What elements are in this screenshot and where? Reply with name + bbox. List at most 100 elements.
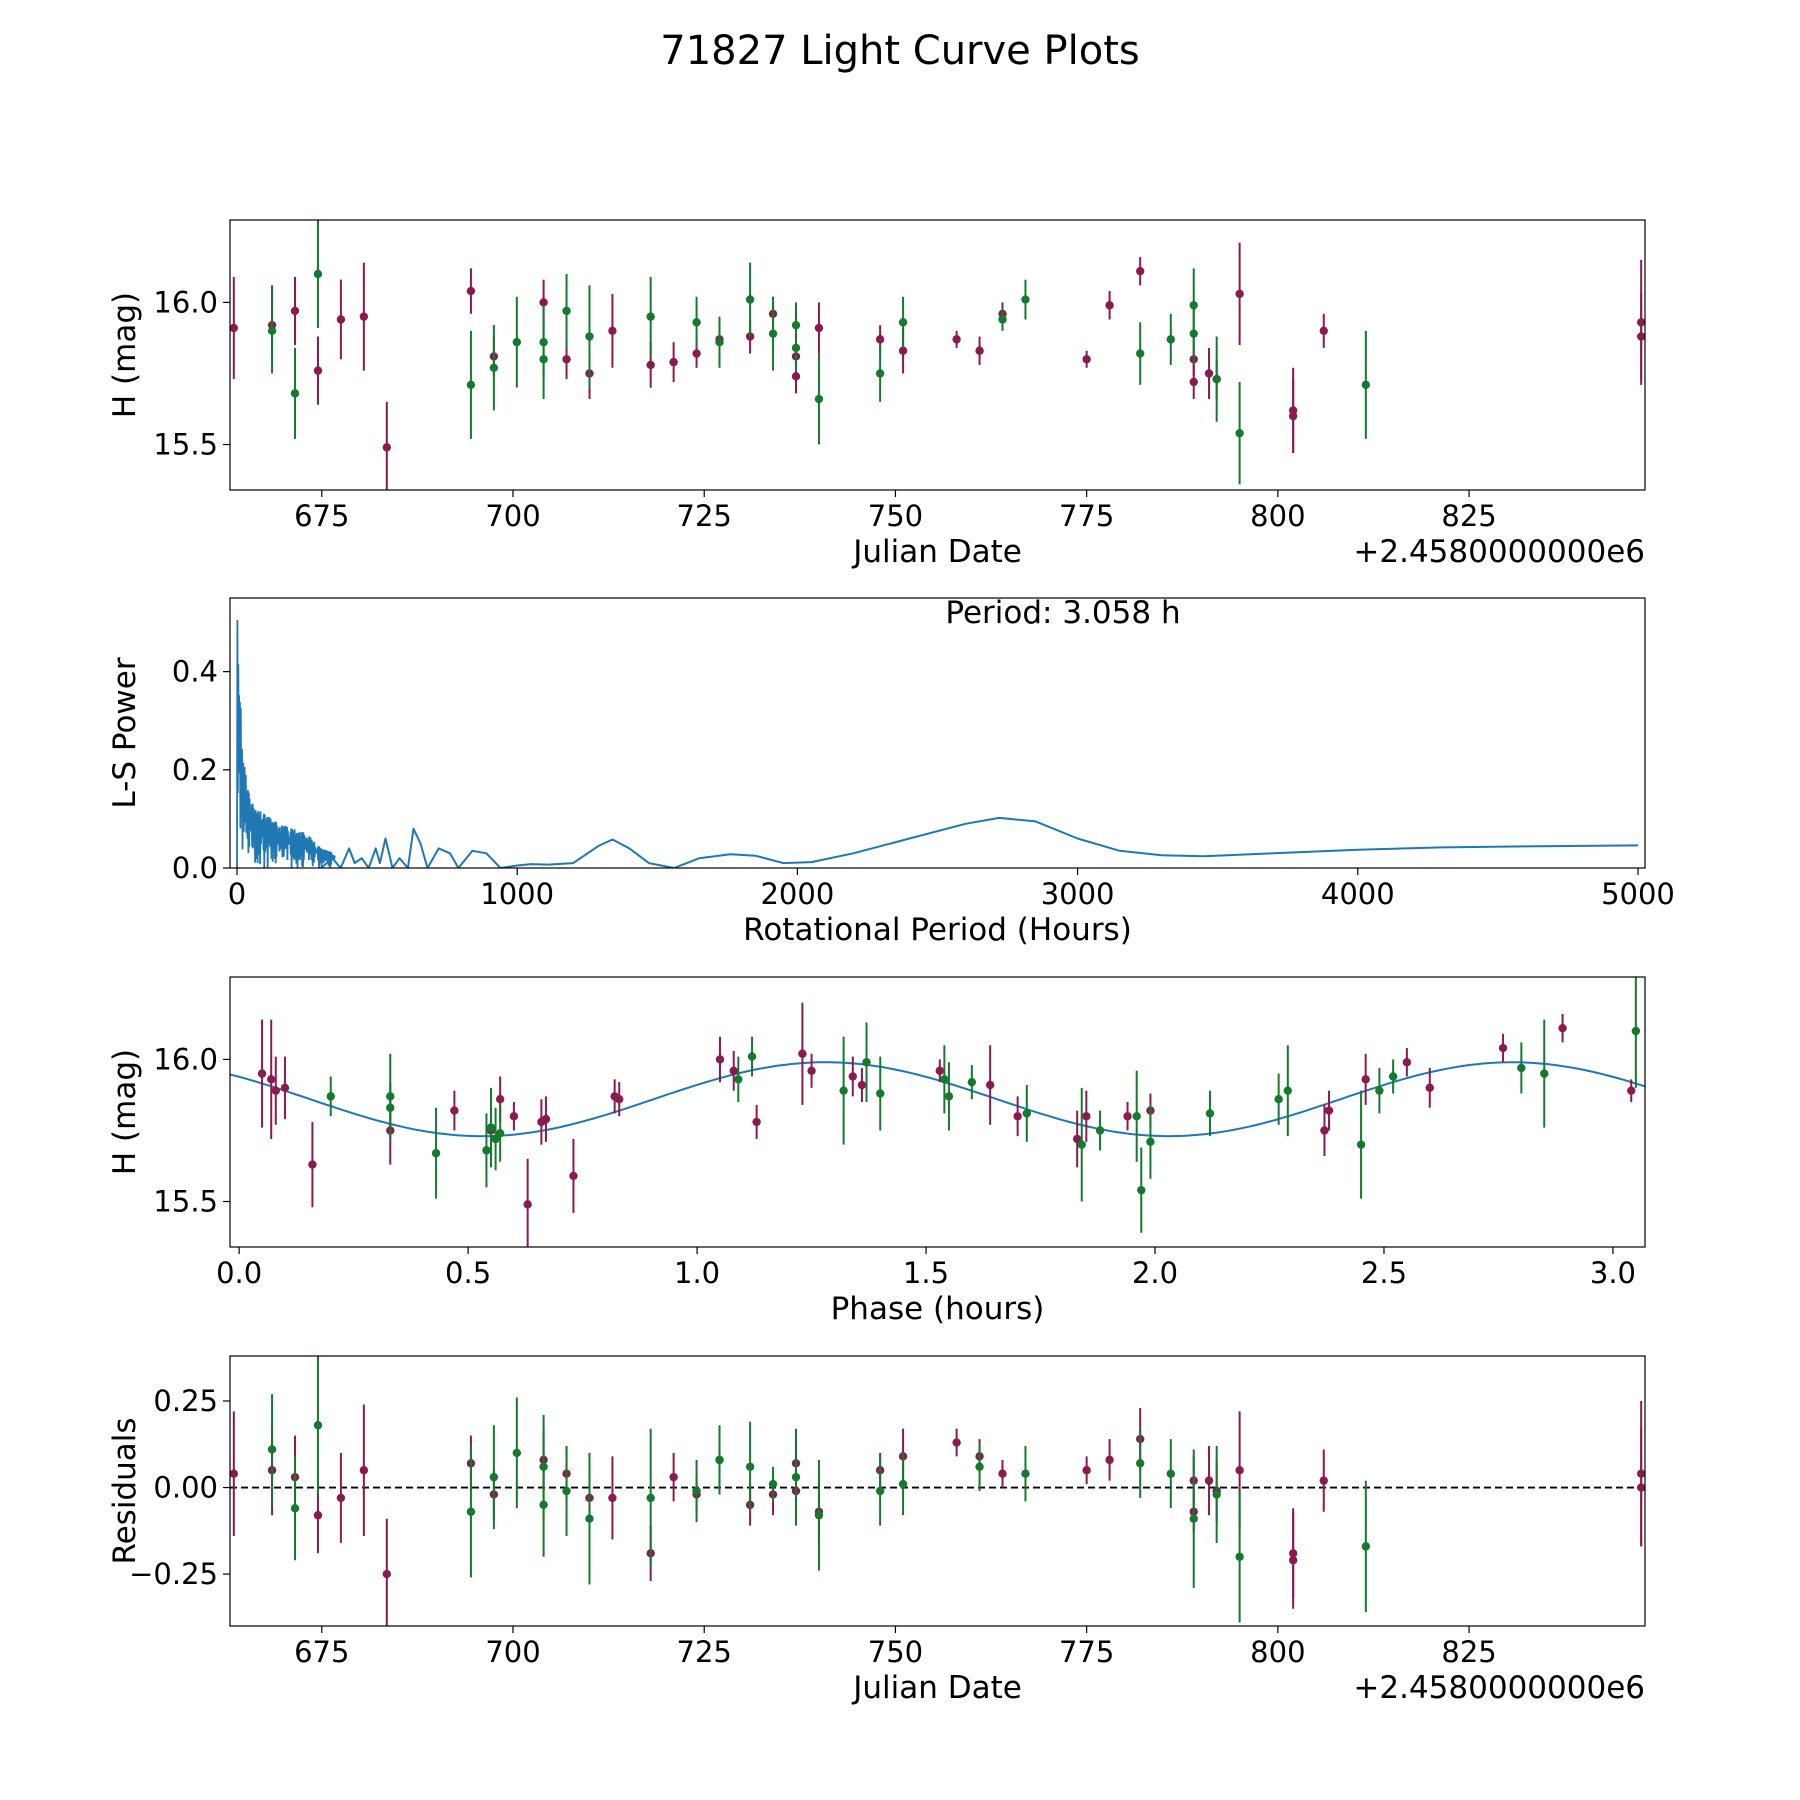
data-point <box>326 1092 335 1101</box>
x-tick-label: 775 <box>1059 1635 1114 1669</box>
data-point <box>1137 1185 1146 1195</box>
data-point <box>230 323 239 333</box>
data-point <box>692 1486 701 1496</box>
plot-area <box>230 220 1645 490</box>
data-point <box>1402 1058 1412 1067</box>
x-axis-label: Julian Date <box>851 1670 1022 1706</box>
data-point <box>431 1149 441 1158</box>
x-tick-label: 0 <box>228 877 246 911</box>
residuals-panel: 675 700 725 750 775 800 825 0.25 0.00 −0.25 Julian… <box>107 1355 1646 1706</box>
data-point <box>745 295 755 304</box>
data-point <box>814 1511 824 1520</box>
y-tick-label: 0.4 <box>172 655 218 689</box>
data-point <box>791 320 801 330</box>
x-tick-label: 775 <box>1059 499 1114 533</box>
data-point <box>1636 318 1645 327</box>
data-point <box>267 326 277 336</box>
data-point <box>1375 1086 1384 1095</box>
data-point <box>267 1075 276 1084</box>
data-point <box>798 1049 807 1058</box>
data-point <box>608 1493 617 1503</box>
data-point <box>359 1466 369 1475</box>
data-point <box>1540 1069 1549 1078</box>
power-spectrum-line <box>320 816 1639 868</box>
data-point <box>1319 326 1328 336</box>
data-point <box>512 338 522 347</box>
data-point <box>1212 1490 1221 1499</box>
y-tick-label: 16.0 <box>153 1042 218 1076</box>
data-point <box>523 1200 532 1209</box>
x-tick-label: 5000 <box>1601 877 1675 911</box>
data-point <box>975 1462 984 1471</box>
data-point <box>489 1472 499 1482</box>
data-point <box>1105 1455 1114 1465</box>
data-point <box>1082 355 1091 364</box>
data-point <box>336 315 346 324</box>
data-point <box>944 1092 954 1101</box>
data-point <box>715 338 724 347</box>
y-axis-label: H (mag) <box>107 292 143 418</box>
y-tick-label: −0.25 <box>129 1557 218 1591</box>
y-axis-label: L-S Power <box>107 657 143 808</box>
data-point <box>495 1095 505 1104</box>
x-tick-label: 3.0 <box>1590 1256 1636 1290</box>
x-tick-label: 3000 <box>1041 877 1115 911</box>
data-point <box>669 1472 678 1482</box>
data-point <box>512 1448 522 1458</box>
data-point <box>745 1462 755 1471</box>
lightcurve-panel: 675 700 725 750 775 800 825 15.5 16.0 Julian Date… <box>107 219 1646 570</box>
data-point <box>1631 1026 1641 1036</box>
data-point <box>1082 1466 1091 1475</box>
y-tick-label: 0.00 <box>153 1471 218 1505</box>
data-point <box>1627 1086 1636 1095</box>
x-tick-label: 700 <box>485 1635 540 1669</box>
data-point <box>1189 1514 1198 1523</box>
y-tick-label: 15.5 <box>153 428 218 462</box>
figure-title: 71827 Light Curve Plots <box>660 28 1140 74</box>
data-point <box>1235 289 1244 299</box>
data-point <box>1077 1140 1086 1149</box>
data-point <box>898 1479 908 1489</box>
x-tick-label: 0.0 <box>216 1256 262 1290</box>
data-point <box>1021 1469 1030 1478</box>
x-tick-label: 750 <box>868 1635 923 1669</box>
data-point <box>998 1469 1007 1478</box>
x-tick-label: 725 <box>677 499 732 533</box>
x-tick-label: 4000 <box>1321 877 1395 911</box>
data-point <box>562 1486 571 1496</box>
y-tick-label: 15.5 <box>153 1185 218 1219</box>
data-point <box>541 1114 551 1124</box>
data-point <box>862 1058 871 1067</box>
data-point <box>1235 428 1244 438</box>
x-tick-label: 750 <box>868 499 923 533</box>
data-point <box>257 1069 267 1078</box>
x-tick-label: 800 <box>1250 1635 1305 1669</box>
x-tick-label: 825 <box>1441 499 1496 533</box>
data-point <box>1123 1112 1132 1121</box>
data-point <box>715 1055 725 1064</box>
data-point <box>814 394 824 404</box>
data-point <box>1324 1106 1334 1115</box>
data-point <box>336 1493 346 1503</box>
data-point <box>898 346 908 355</box>
y-axis-label: H (mag) <box>107 1049 143 1175</box>
phased-panel: 0.0 0.5 1.0 1.5 2.0 2.5 3.0 15.5 16.0 Phase (hour… <box>107 976 1646 1327</box>
data-point <box>585 1514 594 1523</box>
data-point <box>1288 1556 1298 1565</box>
data-point <box>1388 1072 1398 1081</box>
data-point <box>450 1106 459 1115</box>
data-point <box>290 306 300 316</box>
data-point <box>952 335 961 344</box>
power-spectrum-short-period <box>236 619 336 868</box>
plot-area <box>230 1356 1645 1626</box>
data-point <box>382 443 391 452</box>
data-point <box>1636 1469 1645 1478</box>
data-point <box>807 1066 816 1075</box>
data-point <box>1274 1095 1283 1104</box>
data-point <box>985 1080 995 1090</box>
x-axis-label: Julian Date <box>851 534 1022 570</box>
data-point <box>669 357 678 367</box>
data-point <box>1283 1086 1293 1095</box>
data-point <box>1361 1075 1370 1084</box>
